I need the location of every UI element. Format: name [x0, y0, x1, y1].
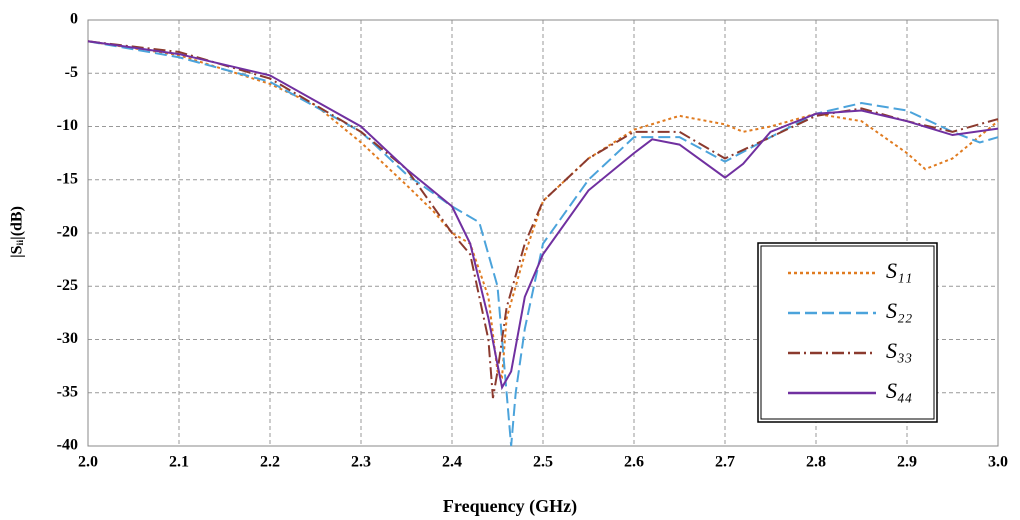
y-tick-label: -40: [57, 437, 78, 454]
legend-label: S₄₄: [886, 378, 912, 403]
y-tick-label: -15: [57, 170, 78, 187]
x-tick-label: 2.0: [78, 454, 98, 471]
x-tick-label: 2.3: [351, 454, 371, 471]
x-tick-label: 2.1: [169, 454, 189, 471]
series-line: [87, 40, 999, 391]
x-tick-label: 2.4: [442, 454, 462, 471]
legend-box-inner: [760, 245, 935, 420]
legend-label: S₂₂: [886, 298, 913, 323]
y-tick-label: -30: [57, 330, 78, 347]
x-tick-label: 2.5: [533, 454, 553, 471]
y-axis-label: |Sᵢᵢ|(dB): [9, 206, 26, 258]
y-tick-label: -25: [57, 277, 78, 294]
y-tick-label: -10: [57, 117, 78, 134]
x-tick-label: 2.6: [624, 454, 644, 471]
y-tick-label: -35: [57, 383, 78, 400]
series-line: [87, 40, 999, 447]
legend: S₁₁ S₂₂ S₃₃ S₄₄: [757, 242, 938, 423]
x-tick-label: 2.2: [260, 454, 280, 471]
y-tick-label: 0: [70, 11, 78, 28]
legend-label: S₁₁: [886, 258, 912, 283]
x-tick-label: 3.0: [988, 454, 1008, 471]
plot-frame: [87, 19, 999, 447]
y-tick-label: -5: [65, 64, 78, 81]
series-line: [87, 40, 999, 380]
y-tick-label: -20: [57, 224, 78, 241]
legend-label: S₃₃: [886, 338, 912, 363]
x-tick-label: 2.9: [897, 454, 917, 471]
x-tick-label: 2.8: [806, 454, 826, 471]
x-axis-label: Frequency (GHz): [443, 496, 577, 517]
series-line: [87, 40, 999, 399]
x-tick-label: 2.7: [715, 454, 735, 471]
